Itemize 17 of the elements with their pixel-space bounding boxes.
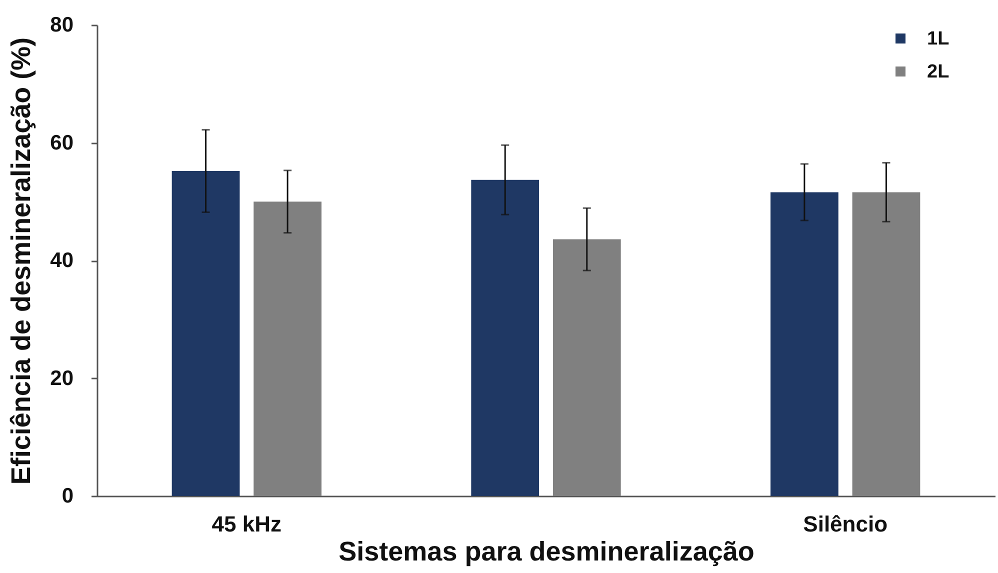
legend-label: 1L [927,28,950,50]
bar [552,239,621,496]
y-tick-label: 20 [50,366,74,390]
bar [852,192,920,496]
y-tick-label: 80 [50,14,74,36]
y-tick-label: 40 [50,249,74,272]
bar [172,171,240,496]
x-axis-title: Sistemas para desmineralização [338,536,754,566]
y-tick-label: 0 [62,484,74,508]
bar [770,192,838,496]
x-tick-label: Silêncio [803,512,888,536]
legend-label: 2L [927,62,950,82]
bar [471,180,540,496]
y-tick-label: 60 [50,131,74,154]
y-axis-title: Eficiência de desmineralização (%) [6,37,36,485]
bar [254,202,322,496]
x-tick-label: 45 kHz [212,512,282,536]
